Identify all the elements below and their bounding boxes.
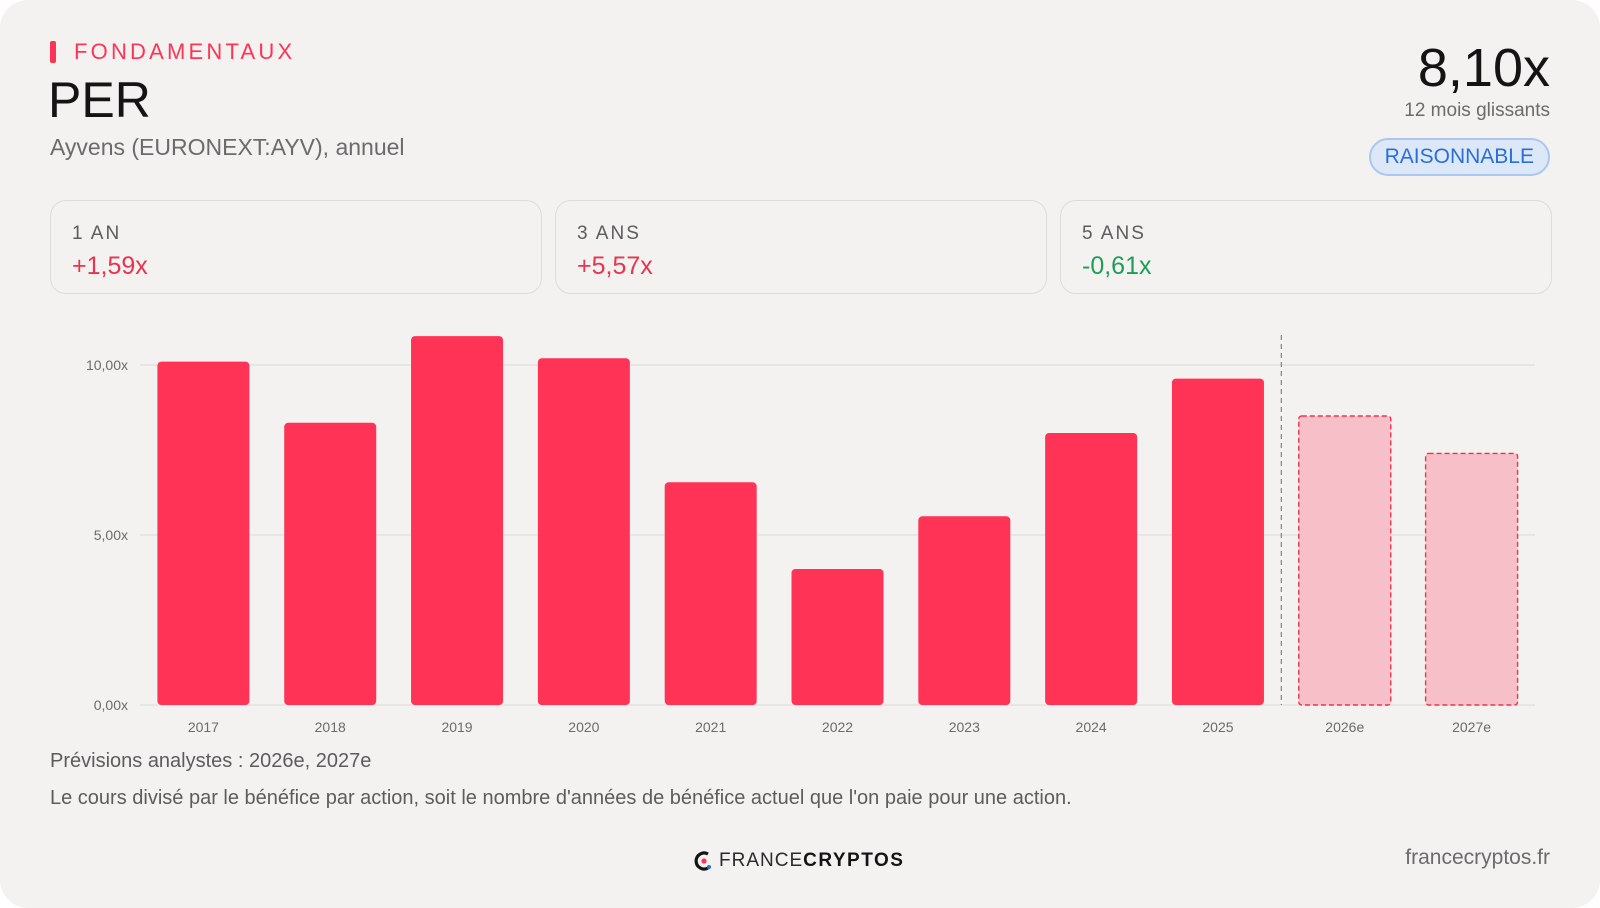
stat-value: +5,57x xyxy=(577,252,653,280)
bar-2020 xyxy=(537,358,630,705)
valuation-badge: RAISONNABLE xyxy=(1368,138,1550,176)
bar-2023 xyxy=(918,516,1011,705)
section-kicker: FONDAMENTAUX xyxy=(50,39,296,64)
brand-name-bold: CRYPTOS xyxy=(803,850,905,871)
bar-2024 xyxy=(1045,433,1138,705)
bar-2025 xyxy=(1171,378,1264,705)
y-tick-label: 10,00x xyxy=(86,357,128,373)
metric-description: Le cours divisé par le bénéfice par acti… xyxy=(50,787,1072,809)
stat-label: 1 AN xyxy=(72,223,122,244)
brand-mark-icon xyxy=(694,851,711,871)
x-tick-label: 2026e xyxy=(1325,719,1364,735)
per-bar-chart: 0,00x 5,00x 10,00x 2017 2018 2019 2020 2021 2022… xyxy=(86,335,1535,735)
stat-label: 5 ANS xyxy=(1082,223,1146,244)
bar-forecast-2027e xyxy=(1424,452,1519,706)
x-tick-label: 2019 xyxy=(441,719,472,735)
x-tick-label: 2018 xyxy=(315,719,346,735)
stat-value: +1,59x xyxy=(72,252,148,280)
brand-name-light: FRANCE xyxy=(719,850,804,871)
current-value: 8,10x xyxy=(1417,38,1550,98)
y-tick-label: 0,00x xyxy=(94,697,128,713)
x-tick-label: 2022 xyxy=(822,719,853,735)
bar-2018 xyxy=(284,422,377,705)
x-tick-label: 2023 xyxy=(949,719,980,735)
brand-logo: FRANCE CRYPTOS xyxy=(693,849,904,873)
stat-label: 3 ANS xyxy=(577,223,641,244)
bar-2017 xyxy=(157,361,250,705)
page-title: PER xyxy=(48,72,151,128)
page-subtitle: Ayvens (EURONEXT:AYV), annuel xyxy=(50,134,405,160)
stat-value: -0,61x xyxy=(1082,252,1152,280)
kicker-accent-bar xyxy=(50,41,56,63)
kicker-label: FONDAMENTAUX xyxy=(74,39,296,64)
stats-row: 1 AN +1,59x 3 ANS +5,57x 5 ANS -0,61x xyxy=(50,200,1552,294)
stat-card-5-ans: 5 ANS -0,61x xyxy=(1060,200,1552,294)
x-tick-label: 2017 xyxy=(188,719,219,735)
bar-2021 xyxy=(664,482,757,705)
y-tick-label: 5,00x xyxy=(94,527,128,543)
x-tick-label: 2020 xyxy=(568,719,599,735)
bar-2022 xyxy=(791,569,884,705)
forecast-note: Prévisions analystes : 2026e, 2027e xyxy=(50,750,372,772)
x-tick-label: 2027e xyxy=(1452,719,1491,735)
site-url[interactable]: francecryptos.fr xyxy=(1405,846,1550,869)
stat-card-1-an: 1 AN +1,59x xyxy=(50,200,542,294)
bar-2019 xyxy=(411,336,504,705)
bar-forecast-2026e xyxy=(1298,415,1392,706)
x-tick-label: 2021 xyxy=(695,719,726,735)
x-tick-label: 2024 xyxy=(1076,719,1107,735)
period-label: 12 mois glissants xyxy=(1404,100,1550,121)
stat-card-3-ans: 3 ANS +5,57x xyxy=(555,200,1047,294)
x-tick-label: 2025 xyxy=(1202,719,1233,735)
